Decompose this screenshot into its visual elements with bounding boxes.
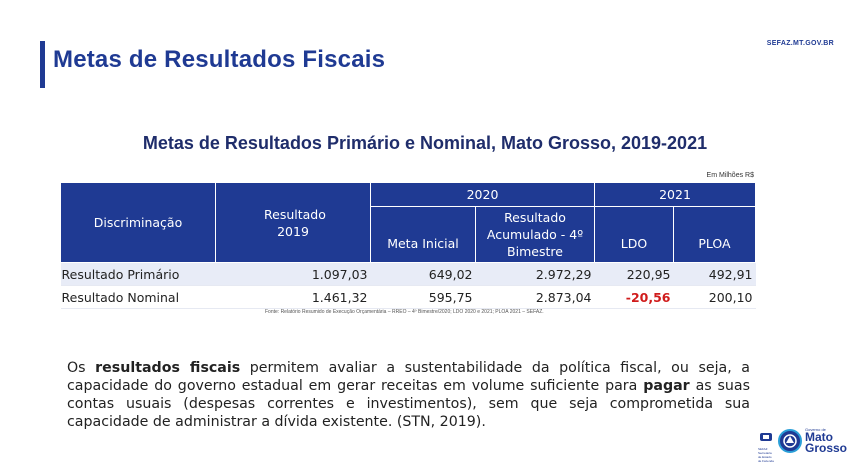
cell-resultado-2019: 1.461,32 (215, 285, 371, 309)
fiscal-results-table: Discriminação Resultado 2019 2020 2021 M… (60, 182, 756, 309)
title-accent-bar (40, 41, 45, 88)
paragraph-text: permitem avaliar a sustentabilidade da p… (67, 360, 751, 394)
cell-resultado-acumulado: 2.972,29 (475, 262, 595, 286)
table-title: Metas de Resultados Primário e Nominal, … (142, 133, 708, 153)
table-row: Resultado Nominal 1.461,32 595,75 2.873,… (60, 285, 756, 309)
cell-ploa: 492,91 (673, 262, 756, 286)
government-logo: SEFAZ Secretaria de Estado de Fazenda Go… (758, 427, 847, 463)
state-coat-of-arms-icon (778, 429, 802, 453)
paragraph-text: as suas contas usuais (despesas corrente… (67, 378, 750, 430)
header-resultado-acumulado: Resultado Acumulado - 4º Bimestre (475, 206, 595, 263)
logo-state-line2: Grosso (805, 441, 848, 455)
logo-state-line1: Mato (805, 430, 833, 444)
explanatory-paragraph: Os resultados fiscais permitem avaliar a… (67, 359, 750, 431)
unit-note: Em Milhões R$ (706, 172, 754, 179)
header-meta-inicial: Meta Inicial (370, 206, 476, 263)
header-group-2021: 2021 (594, 182, 756, 207)
row-label: Resultado Nominal (60, 285, 216, 309)
page-title: Metas de Resultados Fiscais (53, 46, 386, 73)
paragraph-bold-text: pagar (643, 378, 690, 394)
state-name-logo: Governo de Mato Grosso (805, 427, 847, 454)
sefaz-emblem-icon (760, 433, 772, 441)
header-discriminacao: Discriminação (60, 182, 216, 263)
cell-ldo-negative: -20,56 (594, 285, 674, 309)
source-note: Fonte: Relatório Resumido de Execução Or… (265, 309, 544, 315)
site-url: SEFAZ.MT.GOV.BR (766, 40, 834, 47)
cell-meta-inicial: 595,75 (370, 285, 476, 309)
header-group-2020: 2020 (370, 182, 595, 207)
header-ldo: LDO (594, 206, 674, 263)
cell-ldo: 220,95 (594, 262, 674, 286)
logo-gov-label: Governo de (805, 427, 826, 432)
cell-ploa: 200,10 (673, 285, 756, 309)
row-label: Resultado Primário (60, 262, 216, 286)
sefaz-logo-text: SEFAZ Secretaria de Estado de Fazenda (758, 447, 774, 463)
header-resultado-2019: Resultado 2019 (215, 182, 371, 263)
cell-resultado-acumulado: 2.873,04 (475, 285, 595, 309)
cell-meta-inicial: 649,02 (370, 262, 476, 286)
header-ploa: PLOA (673, 206, 756, 263)
table-row: Resultado Primário 1.097,03 649,02 2.972… (60, 262, 756, 286)
cell-resultado-2019: 1.097,03 (215, 262, 371, 286)
sefaz-logo: SEFAZ Secretaria de Estado de Fazenda (758, 429, 774, 463)
paragraph-bold-text: resultados fiscais (95, 360, 241, 376)
paragraph-text: Os (67, 360, 96, 376)
